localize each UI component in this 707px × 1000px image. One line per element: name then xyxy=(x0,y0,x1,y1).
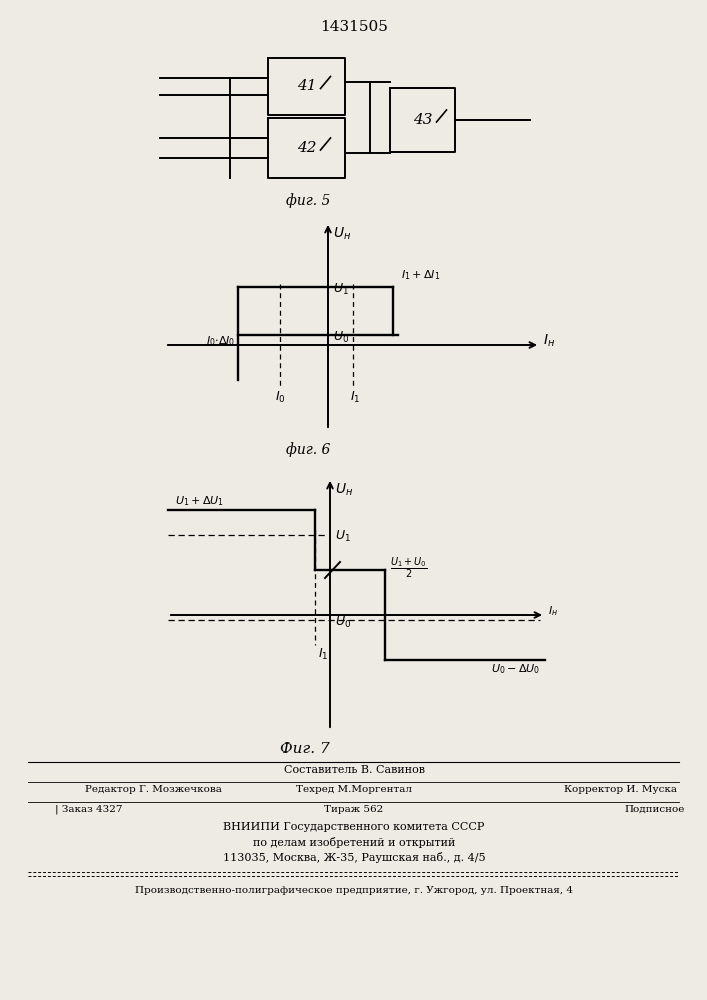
Text: 42: 42 xyxy=(297,141,316,155)
Text: фиг. 5: фиг. 5 xyxy=(286,193,330,208)
Text: $I_н$: $I_н$ xyxy=(543,333,555,349)
Text: $U_1 + \Delta U_1$: $U_1 + \Delta U_1$ xyxy=(175,494,224,508)
Text: $U_0 - \Delta U_0$: $U_0 - \Delta U_0$ xyxy=(491,662,540,676)
Text: 113035, Москва, Ж-35, Раушская наб., д. 4/5: 113035, Москва, Ж-35, Раушская наб., д. … xyxy=(223,852,485,863)
Text: 1431505: 1431505 xyxy=(320,20,388,34)
Text: $U_0$: $U_0$ xyxy=(333,329,349,345)
Text: $\dfrac{U_1+U_0}{2}$: $\dfrac{U_1+U_0}{2}$ xyxy=(390,556,428,580)
Text: $U_1$: $U_1$ xyxy=(333,281,349,297)
Text: по делам изобретений и открытий: по делам изобретений и открытий xyxy=(253,837,455,848)
Text: $U_0$: $U_0$ xyxy=(335,614,351,630)
Text: Производственно-полиграфическое предприятие, г. Ужгород, ул. Проектная, 4: Производственно-полиграфическое предприя… xyxy=(135,886,573,895)
Text: Тираж 562: Тираж 562 xyxy=(325,805,384,814)
Text: $U_1$: $U_1$ xyxy=(335,528,351,544)
Text: $I_1$: $I_1$ xyxy=(318,647,329,662)
Text: | Заказ 4327: | Заказ 4327 xyxy=(55,805,122,814)
Text: фиг. 6: фиг. 6 xyxy=(286,442,330,457)
Text: $I_н$: $I_н$ xyxy=(548,604,558,618)
Text: $U_н$: $U_н$ xyxy=(333,226,351,242)
Text: Фиг. 7: Фиг. 7 xyxy=(280,742,330,756)
Text: $I_0$: $I_0$ xyxy=(274,390,286,405)
Text: 41: 41 xyxy=(297,80,316,94)
Text: $I_1$: $I_1$ xyxy=(350,390,360,405)
Text: Подписное: Подписное xyxy=(624,805,684,814)
Text: ВНИИПИ Государственного комитета СССР: ВНИИПИ Государственного комитета СССР xyxy=(223,822,485,832)
Text: 43: 43 xyxy=(413,113,432,127)
Text: Техред М.Моргентал: Техред М.Моргентал xyxy=(296,785,412,794)
Text: Редактор Г. Мозжечкова: Редактор Г. Мозжечкова xyxy=(85,785,222,794)
Text: $I_0{\cdot}\Delta I_0$: $I_0{\cdot}\Delta I_0$ xyxy=(206,334,235,348)
Text: $U_н$: $U_н$ xyxy=(335,482,354,498)
Text: $I_1 + \Delta I_1$: $I_1 + \Delta I_1$ xyxy=(401,268,440,282)
Text: Составитель В. Савинов: Составитель В. Савинов xyxy=(284,765,424,775)
Text: Корректор И. Муска: Корректор И. Муска xyxy=(563,785,677,794)
